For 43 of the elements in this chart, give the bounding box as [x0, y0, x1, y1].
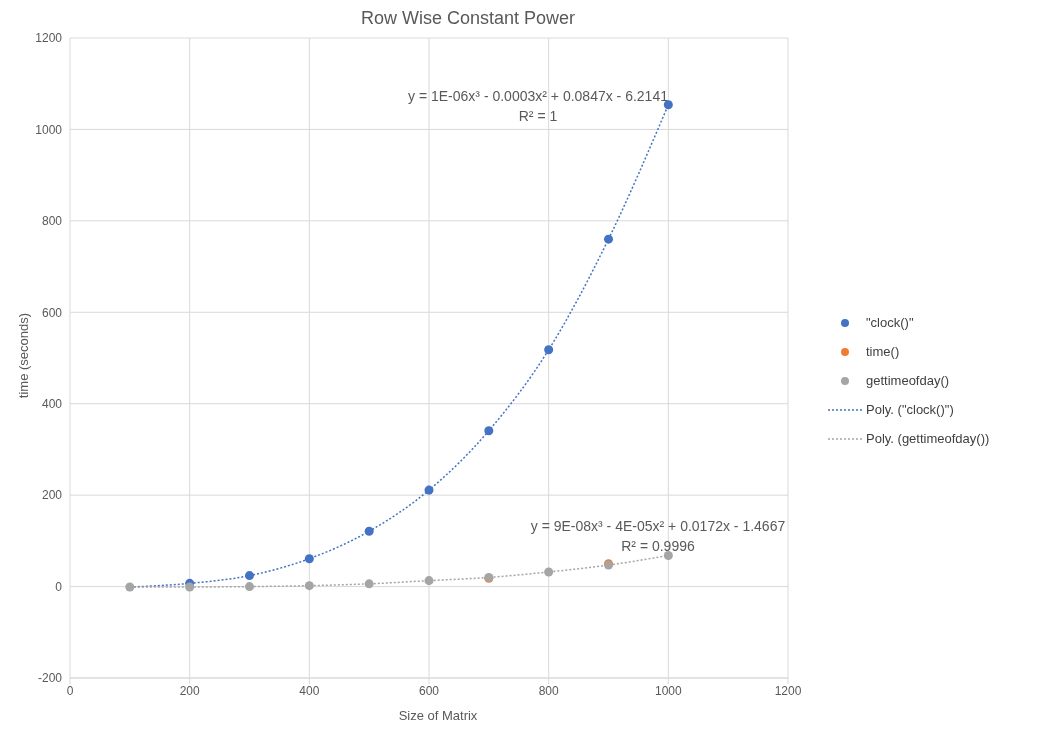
point: [364, 526, 374, 536]
point: [304, 554, 314, 564]
annotation: y = 1E-06x³ - 0.0003x² + 0.0847x - 6.2141: [407, 88, 669, 104]
point: [125, 582, 135, 592]
point: [663, 100, 673, 110]
legend-label: Poly. (gettimeofday()): [866, 431, 990, 446]
x-tick-label: 400: [299, 683, 320, 698]
x-tick-label: 1000: [654, 683, 682, 698]
point: [244, 582, 255, 592]
annotation: R² = 0.9996: [620, 538, 696, 554]
x-tick-label: 1200: [774, 683, 802, 698]
annotation: R² = 1: [517, 108, 559, 124]
x-tick-label: 600: [418, 683, 440, 698]
y-tick-label: 1200: [35, 31, 63, 46]
y-tick-label: 400: [41, 396, 63, 411]
y-tick-label: -200: [37, 671, 63, 686]
legend-label: "clock()": [866, 315, 914, 330]
chart-title: Row Wise Constant Power: [359, 8, 577, 29]
y-tick-label: 800: [41, 214, 63, 229]
point: [185, 582, 195, 592]
x-tick-label: 800: [538, 683, 559, 698]
point: [244, 571, 255, 581]
y-axis-title: time (seconds): [15, 311, 31, 401]
y-tick-label: 600: [41, 305, 63, 320]
x-tick-label: 0: [66, 683, 74, 698]
x-tick-label: 200: [179, 683, 200, 698]
point: [663, 550, 673, 560]
x-axis-title: Size of Matrix: [397, 708, 479, 723]
y-tick-label: 1000: [35, 122, 63, 137]
point: [603, 234, 614, 244]
y-tick-label: 0: [55, 579, 63, 594]
point: [544, 345, 554, 355]
legend-label: time(): [866, 344, 900, 359]
legend-label: Poly. ("clock()"): [866, 402, 954, 417]
annotation: y = 9E-08x³ - 4E-05x² + 0.0172x - 1.4667: [529, 518, 787, 534]
y-tick-label: 200: [41, 488, 63, 503]
point: [484, 426, 494, 436]
point: [364, 579, 374, 589]
point: [544, 567, 554, 577]
point: [424, 485, 434, 495]
point: [424, 576, 434, 586]
legend-label: gettimeofday(): [866, 373, 950, 388]
point: [304, 581, 314, 591]
